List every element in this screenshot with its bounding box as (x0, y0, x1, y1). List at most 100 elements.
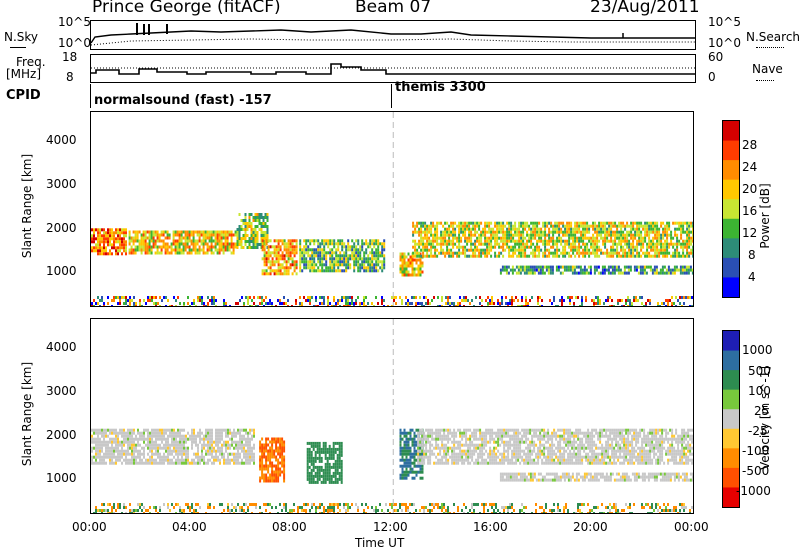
power-cell (508, 251, 511, 255)
velocity-cell (205, 443, 207, 447)
velocity-cell (493, 431, 496, 435)
power-cell (624, 227, 627, 231)
power-cell (464, 221, 467, 225)
power-cell (261, 245, 264, 249)
power-cell (572, 227, 575, 231)
power-cell (631, 305, 633, 306)
power-cell (441, 299, 443, 302)
power-cell (661, 268, 664, 272)
velocity-cell (453, 458, 456, 462)
power-cell (635, 268, 638, 272)
power-cell (658, 251, 661, 255)
velocity-cell (513, 428, 516, 432)
power-cell (313, 242, 316, 246)
velocity-cell (139, 455, 141, 459)
power-colorbar-swatch (723, 121, 739, 142)
power-cell (146, 230, 149, 234)
power-cell (586, 242, 589, 246)
velocity-cell (338, 477, 341, 481)
power-cell (672, 254, 675, 258)
power-cell (152, 242, 155, 246)
velocity-cell (217, 440, 219, 444)
velocity-cell (445, 446, 448, 450)
velocity-cell (169, 449, 171, 453)
power-cell (516, 248, 519, 252)
power-cell (514, 248, 517, 252)
power-cell (548, 251, 551, 255)
velocity-cell (283, 476, 286, 480)
power-cell (640, 224, 643, 228)
velocity-cell (275, 440, 278, 444)
power-cell (355, 248, 358, 252)
power-cell (299, 269, 302, 273)
power-cell (299, 248, 302, 252)
power-cell (317, 260, 320, 264)
power-cell (97, 296, 99, 299)
velocity-cell (495, 458, 498, 462)
power-cell (295, 302, 297, 305)
power-cell (381, 299, 383, 302)
velocity-cell (119, 458, 121, 462)
power-cell (670, 230, 673, 234)
power-cell (206, 248, 209, 252)
velocity-cell (243, 461, 245, 465)
power-cell (347, 299, 349, 302)
power-cell (590, 236, 593, 240)
power-cell (458, 227, 461, 231)
velocity-cell (121, 449, 123, 453)
velocity-cell (338, 474, 341, 478)
power-cell (361, 245, 364, 249)
power-cell (279, 254, 282, 258)
power-cell (548, 233, 551, 237)
velocity-cell (225, 443, 227, 447)
velocity-cell (183, 434, 185, 438)
velocity-cell (415, 428, 418, 432)
velocity-cell (121, 446, 123, 450)
power-cell (184, 236, 187, 240)
power-cell (584, 221, 587, 225)
power-cell (202, 233, 205, 237)
power-cell (319, 257, 322, 261)
power-cell (532, 224, 535, 228)
power-cell (202, 239, 205, 243)
velocity-cell (243, 437, 245, 441)
power-cell (309, 257, 312, 261)
power-cell (577, 265, 580, 269)
velocity-cell (328, 456, 331, 460)
power-cell (458, 251, 461, 255)
velocity-cell (306, 468, 309, 472)
velocity-cell (405, 455, 408, 459)
power-cell (611, 299, 613, 302)
velocity-cell (99, 428, 101, 432)
velocity-cell (336, 480, 339, 484)
power-cell (606, 236, 609, 240)
power-cell (562, 230, 565, 234)
velocity-cell (109, 431, 111, 435)
velocity-cell (97, 440, 99, 444)
velocity-cell (417, 461, 420, 465)
velocity-cell (141, 434, 143, 438)
power-cell (317, 251, 320, 255)
power-cell (656, 248, 659, 252)
power-cell (594, 248, 597, 252)
power-cell (166, 236, 169, 240)
power-cell (263, 254, 266, 258)
power-cell (614, 233, 617, 237)
power-cell (420, 221, 423, 225)
power-cell (676, 251, 679, 255)
power-cell (285, 254, 288, 258)
power-cell (455, 305, 457, 306)
velocity-cell (267, 443, 270, 447)
power-cell (648, 245, 651, 249)
power-cell (597, 265, 600, 269)
power-cell (608, 233, 611, 237)
power-cell (551, 302, 553, 305)
velocity-cell (125, 455, 127, 459)
power-cell (520, 251, 523, 255)
power-cell (367, 269, 370, 273)
velocity-cell (399, 476, 402, 480)
power-cell (556, 236, 559, 240)
power-cell (544, 221, 547, 225)
power-cell (568, 239, 571, 243)
velocity-cell (187, 455, 189, 459)
